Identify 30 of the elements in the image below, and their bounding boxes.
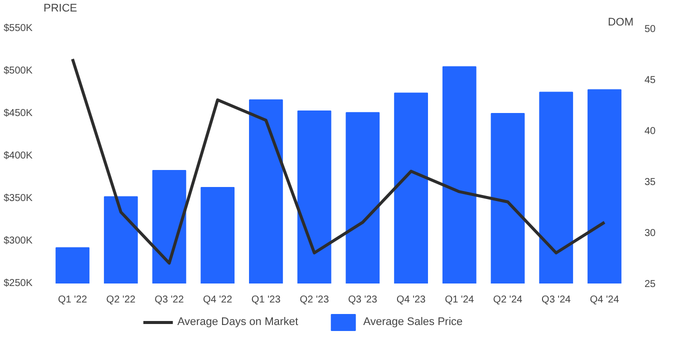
x-tick-label: Q2 '24 [493, 294, 523, 306]
y2-tick-label: 35 [644, 177, 656, 188]
x-tick-label: Q4 '24 [590, 294, 620, 306]
line-series [71, 58, 606, 265]
y-tick-label: $450K [4, 108, 33, 119]
y-tick-label: $400K [4, 150, 33, 162]
legend-label: Average Days on Market [177, 316, 298, 328]
y2-tick-label: 40 [644, 126, 656, 137]
x-tick-label: Q3 '22 [154, 294, 184, 306]
y-tick-label: $250K [4, 278, 33, 289]
y2-tick-label: 30 [644, 228, 656, 239]
y2-tick-label: 50 [644, 24, 656, 35]
y-tick-label: $300K [4, 236, 33, 246]
y-tick-label: $350K [4, 193, 33, 204]
y-axis-title: PRICE [44, 2, 78, 14]
x-tick-label: Q4 '23 [396, 294, 426, 306]
y2-tick-label: 45 [644, 75, 656, 86]
legend-label: Average Sales Price [363, 316, 463, 328]
x-tick-label: Q1 '24 [444, 294, 474, 306]
x-tick-label: Q1 '22 [58, 294, 88, 306]
x-tick-label: Q4 '22 [203, 294, 233, 306]
x-tick-label: Q2 '23 [300, 294, 330, 306]
x-tick-label: Q2 '22 [106, 294, 136, 306]
y2-axis-title: DOM [608, 16, 634, 28]
y-tick-label: $550K [4, 23, 33, 34]
x-tick-label: Q3 '24 [542, 294, 572, 306]
x-tick-label: Q1 '23 [251, 294, 281, 306]
x-tick-label: Q3 '23 [348, 294, 378, 306]
y2-tick-label: 25 [644, 279, 656, 290]
y-tick-label: $500K [4, 66, 33, 76]
